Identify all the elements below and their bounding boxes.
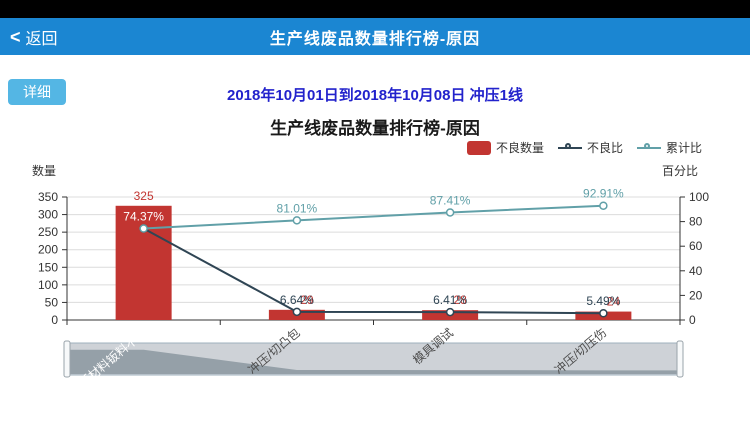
legend-label: 累计比 [665, 141, 702, 155]
y-axis-left-name: 数量 [32, 164, 57, 178]
bar-value-label: 24 [607, 295, 621, 309]
legend-item-不良比[interactable]: 不良比 [557, 139, 623, 156]
nav-header: < 返回 生产线废品数量排行榜-原因 [0, 18, 750, 55]
bar-value-label: 28 [453, 293, 467, 307]
line-value-label: 87.41% [430, 193, 471, 207]
date-range-subtitle: 2018年10月01日到2018年10月08日 冲压1线 [227, 87, 523, 104]
legend-item-不良数量[interactable]: 不良数量 [466, 139, 544, 156]
line-point[interactable] [445, 208, 455, 217]
legend-bar-marker-icon [466, 140, 491, 155]
line-point[interactable] [599, 201, 608, 210]
y-left-tick-label: 300 [38, 208, 58, 222]
line-value-label: 81.01% [277, 201, 318, 215]
datazoom-selection[interactable] [66, 342, 681, 376]
line-value-label: 74.37% [123, 210, 164, 224]
line-value-label: 6.64% [280, 293, 314, 307]
chart-legend: 不良数量 不良比 累计比 [466, 139, 702, 156]
line-value-label: 6.41% [433, 293, 467, 307]
line-point[interactable] [292, 216, 302, 225]
y-left-tick-label: 350 [38, 190, 58, 204]
line-point[interactable] [139, 224, 148, 233]
chart-title: 生产线废品数量排行榜-原因 [270, 119, 480, 138]
line-point[interactable] [445, 307, 455, 317]
page-title: 生产线废品数量排行榜-原因 [269, 30, 481, 48]
bar-value-label: 325 [134, 189, 154, 203]
y-right-tick-label: 40 [689, 264, 703, 278]
status-bar [0, 0, 750, 18]
datazoom-handle-right[interactable] [676, 340, 684, 378]
line-point[interactable] [292, 307, 302, 317]
legend-line-marker-icon [636, 141, 661, 155]
line-series-1 [143, 227, 604, 315]
y-right-tick-label: 80 [689, 215, 703, 229]
y-left-tick-label: 200 [38, 243, 58, 257]
line-value-label: 92.91% [583, 187, 624, 201]
legend-label: 不良比 [586, 141, 623, 155]
datazoom-handle-left[interactable] [63, 340, 71, 378]
y-axis-right-name: 百分比 [661, 164, 698, 178]
line-point[interactable] [599, 308, 608, 318]
back-label: 返回 [25, 30, 58, 48]
y-right-tick-label: 100 [689, 190, 709, 204]
back-chevron-icon: < [10, 26, 21, 47]
y-left-tick-label: 50 [45, 295, 59, 309]
y-left-tick-label: 0 [51, 313, 58, 327]
y-right-tick-label: 20 [689, 288, 703, 302]
datazoom-data-shadow [67, 349, 680, 374]
y-left-tick-label: 250 [38, 225, 58, 239]
y-right-tick-label: 0 [689, 313, 696, 327]
legend-item-累计比[interactable]: 累计比 [636, 139, 702, 156]
bar-value-label: 29 [300, 293, 314, 307]
line-series-2 [143, 204, 604, 230]
legend-label: 不良数量 [495, 141, 544, 155]
line-value-label: 5.49% [586, 294, 620, 308]
y-right-tick-label: 60 [689, 239, 703, 253]
legend-line-marker-icon [557, 141, 582, 155]
y-left-tick-label: 100 [38, 278, 58, 292]
back-button[interactable]: < 返回 [10, 18, 58, 55]
y-left-tick-label: 150 [38, 260, 58, 274]
detail-button[interactable]: 详细 [8, 79, 66, 105]
